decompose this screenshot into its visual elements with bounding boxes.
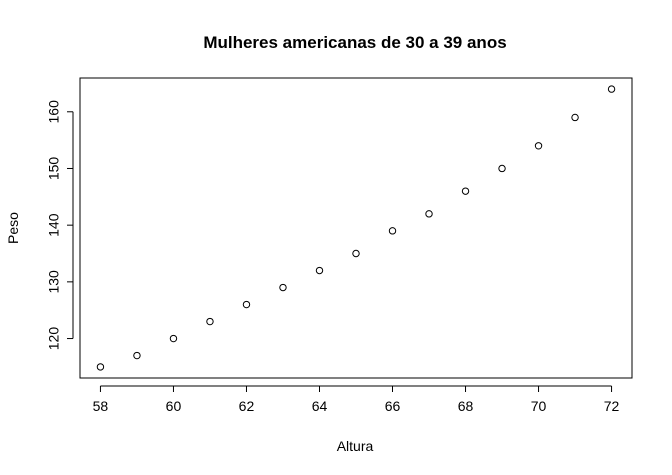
data-point: [352, 249, 360, 258]
data-point: [388, 227, 397, 235]
data-point: [498, 164, 506, 173]
x-tick-label: 66: [385, 398, 401, 414]
plot-frame: [79, 77, 633, 379]
data-point: [242, 300, 251, 309]
x-tick-label: 64: [312, 398, 328, 414]
y-tick-label: 130: [46, 270, 62, 294]
data-point: [206, 317, 214, 326]
data-point: [279, 283, 287, 292]
x-tick-label: 62: [239, 398, 255, 414]
x-axis: 58 60 62 64 66 68 70 72: [93, 385, 620, 414]
y-axis-label: Peso: [5, 212, 21, 244]
y-tick-label: 140: [46, 213, 62, 237]
x-axis-label: Altura: [337, 438, 374, 454]
y-tick-label: 150: [46, 157, 62, 181]
data-point: [133, 351, 141, 360]
data-point: [571, 113, 579, 122]
data-point: [96, 363, 105, 371]
data-points: [96, 85, 616, 371]
chart-title: Mulheres americanas de 30 a 39 anos: [203, 33, 506, 52]
data-point: [461, 187, 470, 195]
data-point: [315, 266, 324, 275]
x-tick-label: 60: [166, 398, 182, 414]
y-tick-label: 160: [46, 100, 62, 124]
data-point: [169, 334, 178, 343]
data-point: [534, 142, 543, 150]
x-tick-label: 72: [604, 398, 620, 414]
data-point: [607, 85, 616, 93]
x-tick-label: 58: [93, 398, 109, 414]
x-tick-label: 70: [531, 398, 547, 414]
x-tick-label: 68: [458, 398, 474, 414]
y-axis: 120 130 140 150 160: [46, 100, 74, 351]
data-point: [425, 210, 433, 218]
y-tick-label: 120: [46, 327, 62, 351]
